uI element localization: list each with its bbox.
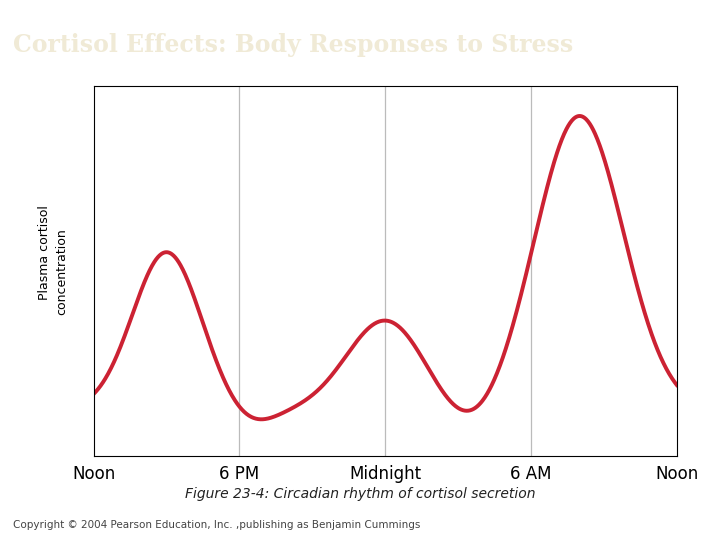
Text: concentration: concentration — [55, 228, 68, 315]
Text: Plasma cortisol: Plasma cortisol — [37, 205, 50, 300]
Text: Cortisol Effects: Body Responses to Stress: Cortisol Effects: Body Responses to Stre… — [13, 33, 573, 57]
Text: Figure 23-4: Circadian rhythm of cortisol secretion: Figure 23-4: Circadian rhythm of cortiso… — [185, 487, 535, 501]
Text: Copyright © 2004 Pearson Education, Inc. ,publishing as Benjamin Cummings: Copyright © 2004 Pearson Education, Inc.… — [13, 520, 420, 530]
